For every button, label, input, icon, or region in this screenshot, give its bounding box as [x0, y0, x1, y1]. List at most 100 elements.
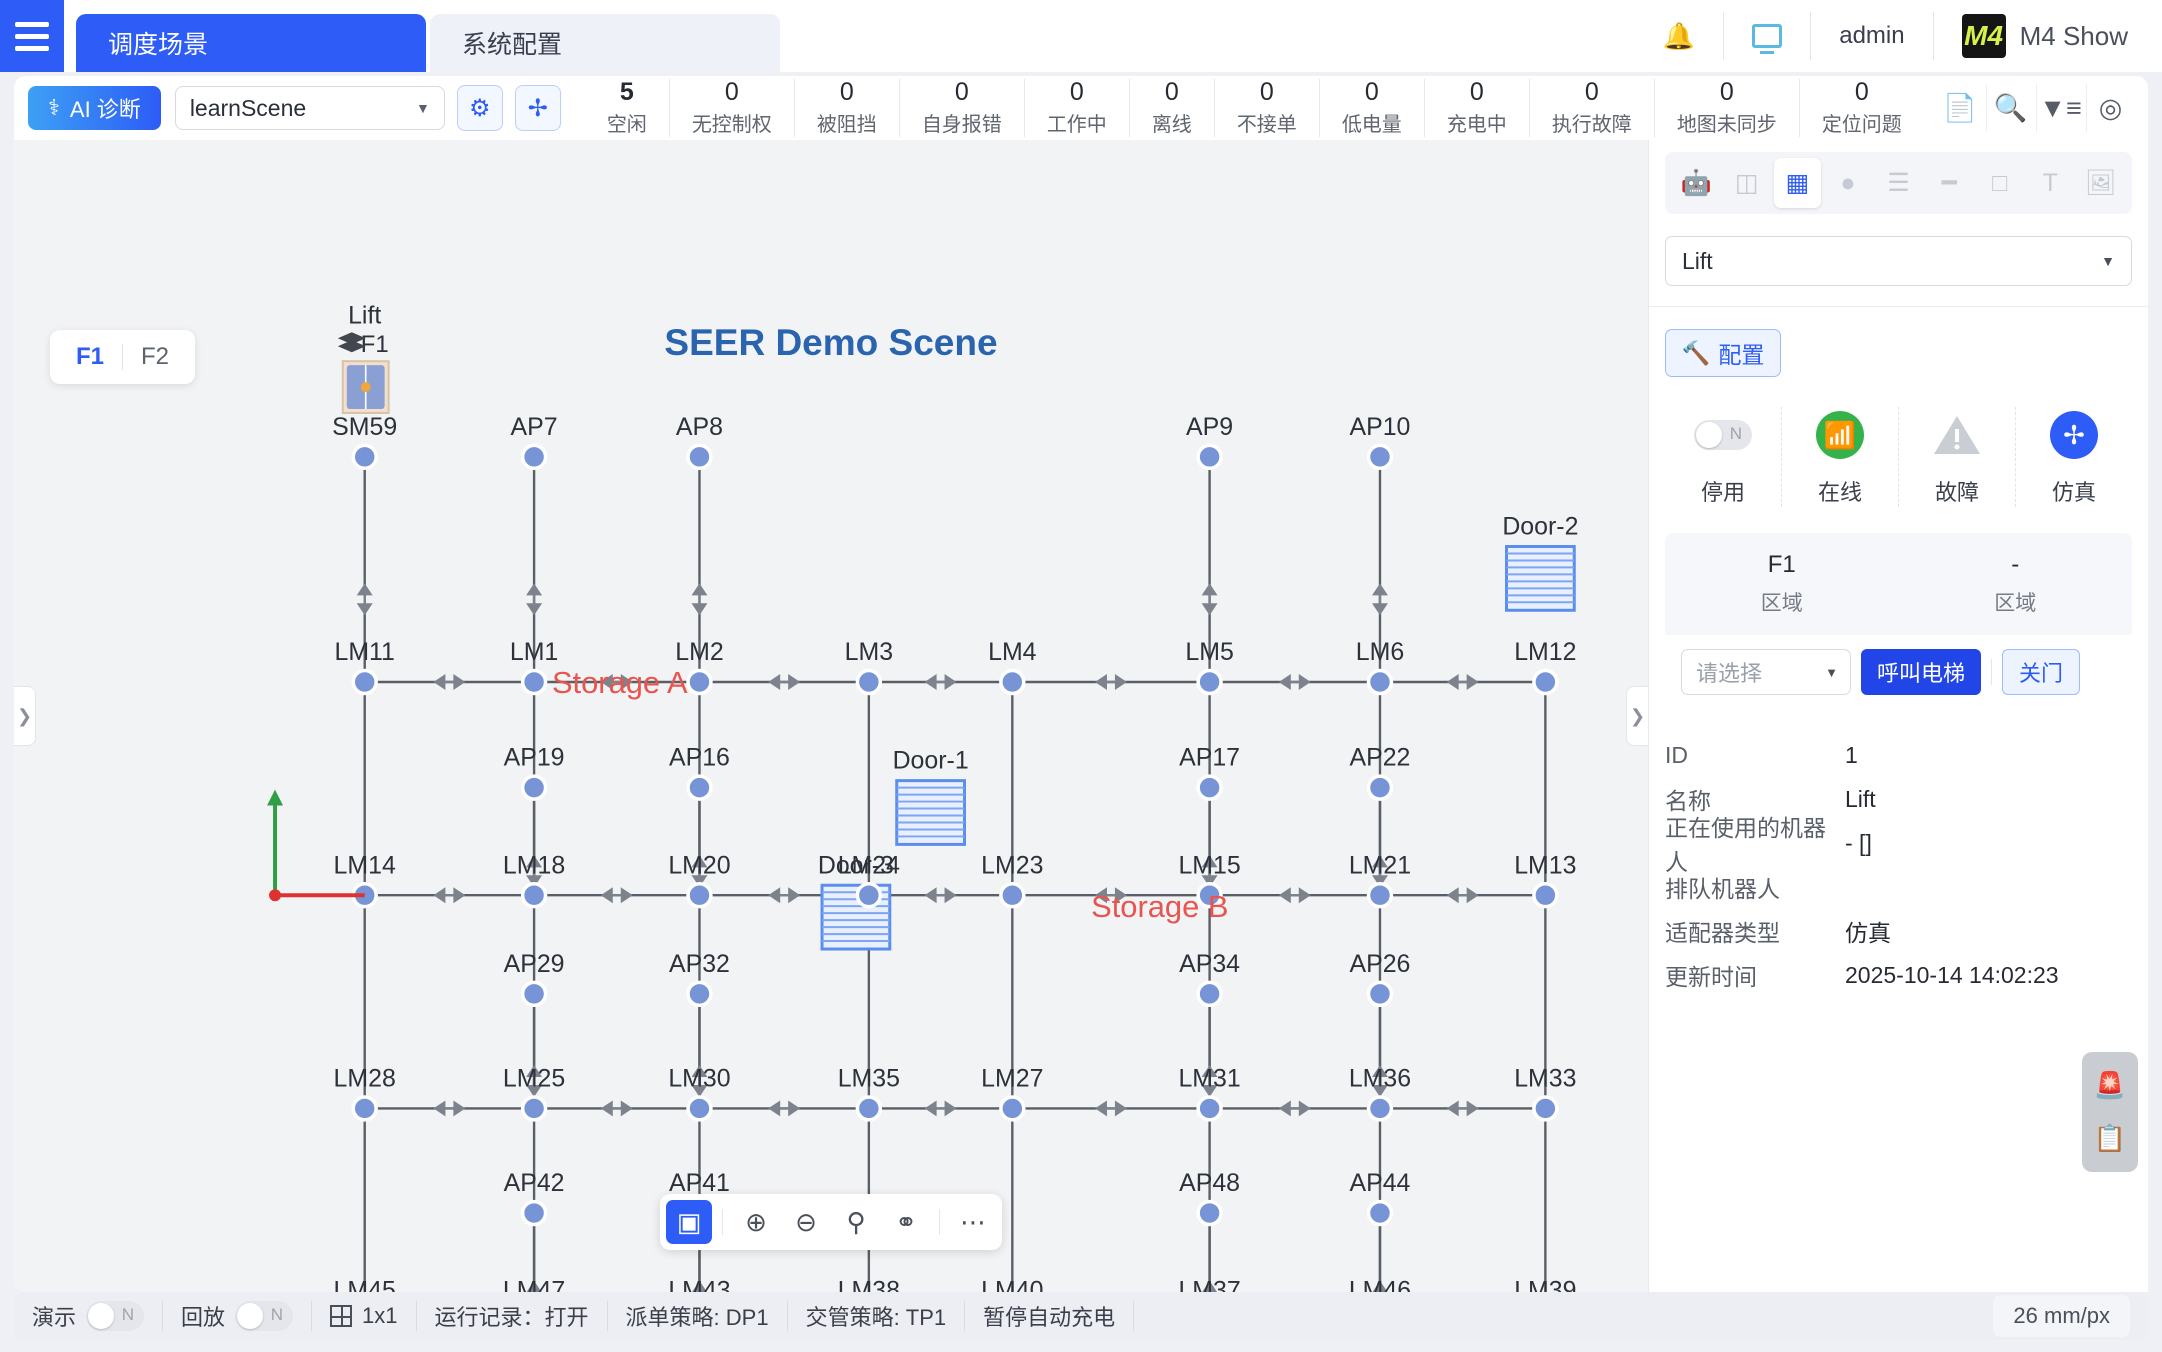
zoom-reset-icon[interactable]: ⚭ — [895, 1206, 917, 1237]
map-node[interactable] — [1366, 1095, 1394, 1122]
map-node[interactable] — [1196, 774, 1223, 801]
traffic-strategy[interactable]: 交管策略: TP1 — [788, 1301, 966, 1331]
map-graph[interactable]: Door-2 Door-1 Door-3 SM59 AP7 AP8 AP9 AP10 LM11 L… — [14, 140, 1648, 1292]
stat-no-orders[interactable]: 0 不接单 — [1213, 78, 1319, 138]
map-canvas[interactable]: F1 F2 SEER Demo Scene Door-2 Door-1 Door-3… — [14, 140, 1648, 1292]
map-node[interactable] — [686, 980, 713, 1008]
stat-idle[interactable]: 5 空闲 — [585, 78, 669, 138]
map-node[interactable] — [999, 668, 1026, 696]
zoom-fit-icon[interactable]: ⚲ — [846, 1206, 866, 1237]
entity-select[interactable]: Lift ▼ — [1665, 236, 2132, 286]
stat-charging[interactable]: 0 充电中 — [1423, 78, 1529, 138]
more-icon[interactable]: ⋯ — [960, 1206, 986, 1237]
run-record[interactable]: 运行记录：打开 — [417, 1301, 608, 1331]
clipboard-icon[interactable]: 📋 — [2093, 1123, 2127, 1153]
status-disabled[interactable]: N 停用 — [1665, 407, 1781, 507]
layers-icon[interactable]: ☰ — [1887, 169, 1910, 197]
dispatch-strategy[interactable]: 派单策略: DP1 — [608, 1301, 788, 1331]
select-box-icon[interactable]: ▣ — [666, 1200, 712, 1244]
map-node[interactable] — [686, 882, 713, 909]
map-node[interactable] — [686, 1095, 713, 1122]
topology-icon[interactable]: ✢ — [514, 85, 561, 131]
pause-auto-charge[interactable]: 暂停自动充电 — [965, 1301, 1135, 1331]
floor-tab-f2[interactable]: F2 — [141, 343, 170, 370]
stat-offline[interactable]: 0 离线 — [1128, 78, 1214, 138]
ai-diagnosis-button[interactable]: ⚕ AI 诊断 — [28, 86, 161, 130]
map-node[interactable] — [351, 1095, 378, 1122]
filter-icon[interactable]: ▼≡ — [2036, 84, 2084, 132]
collapse-right-handle[interactable]: ❯ — [1626, 686, 1648, 746]
map-node[interactable] — [1366, 774, 1394, 801]
text-icon[interactable]: T — [2042, 168, 2058, 197]
toggle-off-icon[interactable]: N — [86, 1301, 145, 1331]
map-node[interactable] — [520, 774, 548, 801]
map-node[interactable] — [1196, 980, 1223, 1008]
map-node[interactable] — [520, 1095, 548, 1122]
robot-icon[interactable]: 🤖 — [1680, 168, 1712, 197]
map-node[interactable] — [686, 774, 713, 801]
stat-working[interactable]: 0 工作中 — [1023, 78, 1129, 138]
alarm-icon[interactable]: 🚨 — [2093, 1070, 2127, 1100]
scene-select[interactable]: learnScene ▼ — [174, 86, 445, 130]
status-simulation[interactable]: ✢ 仿真 — [2015, 407, 2132, 507]
map-node[interactable] — [520, 668, 548, 696]
map-node[interactable] — [999, 882, 1026, 909]
search-icon[interactable]: 🔍 — [1986, 84, 2034, 132]
lift-floor-select[interactable]: 请选择 ▼ — [1681, 649, 1851, 695]
map-node[interactable] — [686, 668, 713, 696]
map-node[interactable] — [351, 668, 378, 696]
collapse-left-handle[interactable]: ❯ — [14, 686, 36, 746]
toggle-off-icon[interactable]: N — [1665, 407, 1781, 463]
stat-exec-fault[interactable]: 0 执行故障 — [1528, 78, 1654, 138]
grid-setting[interactable]: 1x1 — [312, 1301, 417, 1331]
map-node[interactable] — [1196, 1095, 1223, 1122]
map-node[interactable] — [1196, 443, 1223, 471]
map-node[interactable] — [1196, 882, 1223, 909]
lift-icon[interactable]: ▦ — [1774, 158, 1821, 208]
map-node[interactable] — [1366, 980, 1394, 1008]
display-button[interactable] — [1723, 12, 1810, 60]
map-node[interactable] — [855, 882, 883, 909]
status-fault[interactable]: 故障 — [1898, 407, 2015, 507]
tab-system-config[interactable]: 系统配置 — [430, 14, 780, 72]
map-node[interactable] — [999, 1095, 1026, 1122]
call-lift-button[interactable]: 呼叫电梯 — [1861, 649, 1982, 695]
map-node[interactable] — [686, 443, 713, 471]
door-shape[interactable] — [895, 779, 966, 846]
map-node[interactable] — [1366, 668, 1394, 696]
shelf-icon[interactable]: ◫ — [1735, 169, 1759, 197]
map-node[interactable] — [520, 882, 548, 909]
demo-toggle[interactable]: 演示 N — [32, 1301, 164, 1331]
map-node[interactable] — [520, 1199, 548, 1227]
replay-toggle[interactable]: 回放 N — [163, 1301, 313, 1331]
stat-low-battery[interactable]: 0 低电量 — [1318, 78, 1424, 138]
eye-icon[interactable]: ◎ — [2086, 84, 2134, 132]
map-node[interactable] — [1532, 1095, 1559, 1122]
close-door-button[interactable]: 关门 — [2002, 649, 2081, 695]
toggle-off-icon[interactable]: N — [235, 1301, 294, 1331]
map-node[interactable] — [1366, 1199, 1394, 1227]
map-node[interactable] — [1366, 882, 1394, 909]
map-node[interactable] — [351, 443, 378, 471]
map-node[interactable] — [520, 443, 548, 471]
map-node[interactable] — [1532, 882, 1559, 909]
map-node[interactable] — [855, 668, 883, 696]
stat-self-error[interactable]: 0 自身报错 — [898, 78, 1024, 138]
path-icon[interactable]: ━ — [1941, 169, 1957, 197]
user-menu[interactable]: admin — [1810, 12, 1932, 60]
zoom-out-icon[interactable]: ⊖ — [795, 1206, 817, 1237]
hamburger-icon[interactable] — [0, 0, 64, 72]
stat-map-unsynced[interactable]: 0 地图未同步 — [1653, 78, 1799, 138]
edit-doc-icon[interactable]: 📄 — [1943, 93, 1977, 123]
point-icon[interactable]: ● — [1840, 168, 1856, 197]
notifications-button[interactable]: 🔔 — [1635, 12, 1723, 60]
image-icon[interactable]: 🖼 — [2084, 168, 2117, 197]
zoom-in-icon[interactable]: ⊕ — [745, 1206, 767, 1237]
map-node[interactable] — [1366, 443, 1394, 471]
map-node[interactable] — [1196, 1199, 1223, 1227]
map-node[interactable] — [520, 980, 548, 1008]
floor-tab-f1[interactable]: F1 — [76, 343, 105, 370]
tab-scheduling-scene[interactable]: 调度场景 — [76, 14, 426, 72]
door-shape[interactable] — [1505, 545, 1576, 612]
